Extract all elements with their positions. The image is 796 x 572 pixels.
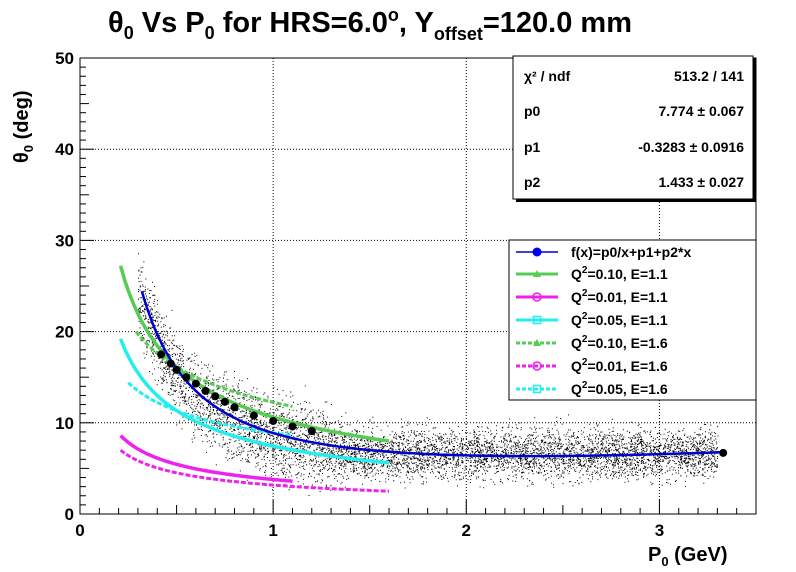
scatter-band <box>138 253 719 496</box>
legend-entry-3-pre: Q <box>571 312 582 328</box>
profile-point-13 <box>307 427 316 436</box>
stats-box-frame <box>512 55 754 200</box>
legend-entry-4-sup: 2 <box>582 334 588 345</box>
profile-point-11 <box>269 416 278 425</box>
legend-markers <box>516 247 558 394</box>
stats-value-chi2: 513.2 / 141 <box>674 68 744 84</box>
profile-point-8 <box>220 397 229 406</box>
profile-point-6 <box>201 386 210 395</box>
kinematic-curves <box>118 265 390 493</box>
stats-label-chi2: χ² / ndf <box>524 68 570 84</box>
kinematic-curve-2 <box>119 434 293 483</box>
y-tick-label-4: 40 <box>55 140 74 159</box>
legend-entry-4-post: =0.10, E=1.6 <box>587 335 667 351</box>
title-vs: Vs P <box>134 7 205 39</box>
y-tick-label-1: 10 <box>55 414 74 433</box>
legend-marker-6 <box>532 384 542 394</box>
kinematic-curve-3 <box>118 338 390 465</box>
x-tick-label-2: 2 <box>462 521 471 540</box>
kinematic-curve-5 <box>119 449 390 493</box>
stats-value-p2: 1.433 ± 0.027 <box>658 174 744 190</box>
chart-title: θ0 Vs P0 for HRS=6.0o, Yoffset=120.0 mm <box>108 5 632 44</box>
profile-point-1 <box>157 350 166 359</box>
title-deg-sup: o <box>388 5 399 25</box>
legend-fit-label: f(x)=p0/x+p1+p2*x <box>571 244 691 260</box>
profile-point-2 <box>166 359 175 368</box>
profile-point-5 <box>191 379 200 388</box>
legend-entry-5: Q2=0.01, E=1.6 <box>571 357 668 374</box>
profile-point-14 <box>719 448 728 457</box>
legend-entry-6: Q2=0.05, E=1.6 <box>571 380 668 397</box>
stats-box: χ² / ndf 513.2 / 141 p0 7.774 ± 0.067 p1… <box>512 55 756 202</box>
legend-marker-2 <box>532 292 542 302</box>
legend-entry-2-pre: Q <box>571 289 582 305</box>
y-tick-label-3: 30 <box>55 231 74 250</box>
x-tick-label-1: 1 <box>268 521 277 540</box>
profile-points <box>157 350 728 457</box>
legend-entry-5-pre: Q <box>571 358 582 374</box>
ylabel-main: θ <box>11 152 33 163</box>
legend-entry-3: Q2=0.05, E=1.1 <box>571 311 668 328</box>
x-tick-label-3: 3 <box>655 521 664 540</box>
legend-fit-marker <box>532 247 542 257</box>
legend-entry-6-sup: 2 <box>582 380 588 391</box>
title-theta-sub: 0 <box>124 23 134 43</box>
y-tick-label-2: 20 <box>55 323 74 342</box>
xlabel-unit: (GeV) <box>669 544 728 566</box>
legend-entry-2-sup: 2 <box>582 288 588 299</box>
xlabel-main: P <box>648 544 661 566</box>
xlabel-sub: 0 <box>661 554 668 569</box>
stats-value-p1: -0.3283 ± 0.0916 <box>638 139 744 155</box>
legend-marker-3 <box>532 315 542 325</box>
stats-value-p0: 7.774 ± 0.067 <box>658 103 744 119</box>
y-tick-label-0: 0 <box>65 505 74 524</box>
scatter-points <box>138 253 719 496</box>
title-tail: =120.0 mm <box>483 7 632 39</box>
profile-point-12 <box>288 422 297 431</box>
legend-entry-1-sup: 2 <box>582 265 588 276</box>
title-yoff-sub: offset <box>434 24 483 44</box>
legend: f(x)=p0/x+p1+p2*x Q2=0.10, E=1.1 Q2=0.01… <box>508 239 757 401</box>
legend-entry-6-pre: Q <box>571 381 582 397</box>
legend-entry-1: Q2=0.10, E=1.1 <box>571 265 668 282</box>
title-hrs: for HRS=6.0 <box>215 7 388 39</box>
legend-entry-5-post: =0.01, E=1.6 <box>587 358 667 374</box>
title-p-sub: 0 <box>205 23 215 43</box>
x-tick-label-0: 0 <box>75 521 84 540</box>
legend-entry-3-sup: 2 <box>582 311 588 322</box>
fit-curve <box>140 290 724 458</box>
ylabel-unit: (deg) <box>11 91 33 145</box>
ylabel-sub: 0 <box>21 145 36 152</box>
profile-point-3 <box>172 365 181 374</box>
legend-entry-2: Q2=0.01, E=1.1 <box>571 288 668 305</box>
kinematic-curve-1 <box>118 265 390 443</box>
legend-marker-5 <box>532 361 542 371</box>
y-axis-label: θ0 (deg) <box>11 91 36 163</box>
profile-point-9 <box>230 403 239 412</box>
profile-point-10 <box>249 411 258 420</box>
stats-label-p1: p1 <box>524 139 541 155</box>
legend-marker-1 <box>533 270 541 277</box>
legend-marker-4 <box>533 339 541 346</box>
legend-entry-4: Q2=0.10, E=1.6 <box>571 334 668 351</box>
legend-entry-1-post: =0.10, E=1.1 <box>587 266 667 282</box>
fit-curve-group <box>140 290 724 458</box>
profile-point-7 <box>211 392 220 401</box>
title-yoff: , Y <box>399 7 434 39</box>
title-theta: θ <box>108 7 124 39</box>
y-tick-label-5: 50 <box>55 49 74 68</box>
x-axis-label: P0 (GeV) <box>648 544 727 569</box>
profile-point-4 <box>182 373 191 382</box>
stats-label-p0: p0 <box>524 103 541 119</box>
legend-entry-4-pre: Q <box>571 335 582 351</box>
legend-entry-5-sup: 2 <box>582 357 588 368</box>
legend-entry-1-pre: Q <box>571 266 582 282</box>
stats-label-p2: p2 <box>524 174 541 190</box>
legend-entry-3-post: =0.05, E=1.1 <box>587 312 667 328</box>
legend-entry-6-post: =0.05, E=1.6 <box>587 381 667 397</box>
legend-entry-2-post: =0.01, E=1.1 <box>587 289 667 305</box>
